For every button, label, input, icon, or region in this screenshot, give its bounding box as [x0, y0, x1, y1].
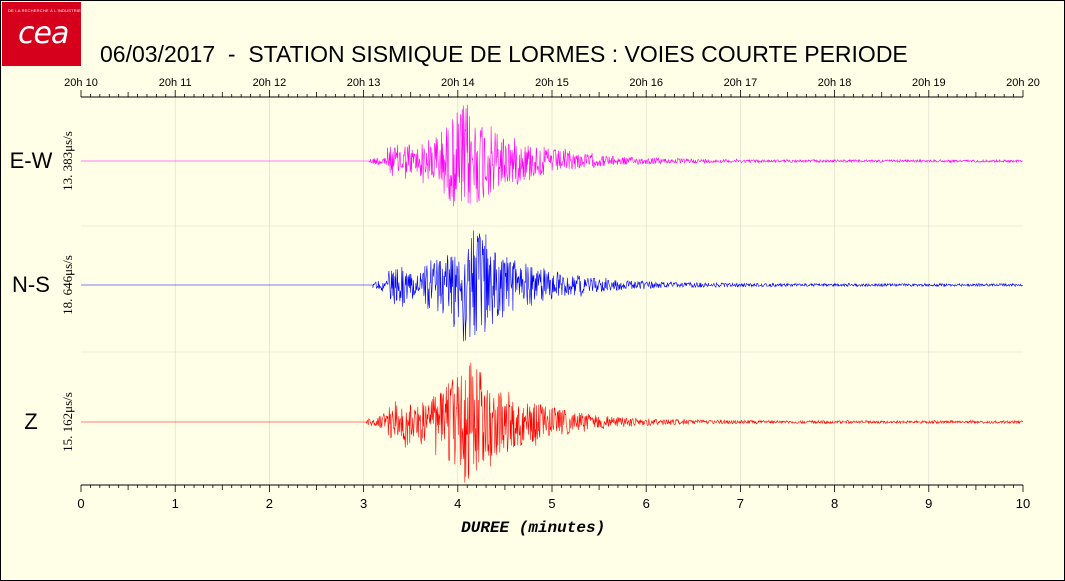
waveform-z	[81, 362, 1024, 483]
channel-scale-e-w: 13. 383μs/s	[60, 131, 75, 191]
top-tick-label: 20h 19	[912, 77, 946, 89]
x-tick-label: 10	[1016, 496, 1030, 511]
logo-tagline: DE LA RECHERCHE À L'INDUSTRIE	[8, 8, 82, 13]
channel-scale-n-s: 18. 646μs/s	[60, 255, 75, 315]
channel-label-e-w: E-W	[10, 148, 53, 173]
cea-logo: DE LA RECHERCHE À L'INDUSTRIE cea	[2, 2, 81, 66]
x-tick-label: 0	[77, 496, 84, 511]
logo-text: cea	[18, 16, 69, 51]
x-tick-label: 2	[266, 496, 273, 511]
x-tick-label: 4	[454, 496, 461, 511]
top-tick-label: 20h 14	[441, 77, 475, 89]
top-tick-label: 20h 12	[253, 77, 287, 89]
top-tick-label: 20h 16	[629, 77, 663, 89]
top-tick-label: 20h 20	[1006, 77, 1040, 89]
x-axis-label: DUREE (minutes)	[461, 519, 605, 537]
x-tick-label: 3	[360, 496, 367, 511]
x-tick-label: 7	[737, 496, 744, 511]
x-tick-label: 8	[831, 496, 838, 511]
top-tick-label: 20h 15	[535, 77, 569, 89]
top-tick-label: 20h 10	[64, 77, 98, 89]
channel-scale-z: 15. 162μs/s	[60, 392, 75, 452]
channel-label-n-s: N-S	[12, 272, 50, 297]
top-tick-label: 20h 13	[347, 77, 381, 89]
chart-title: 06/03/2017 - STATION SISMIQUE DE LORMES …	[100, 41, 908, 67]
waveform-n-s	[81, 230, 1024, 342]
top-tick-label: 20h 11	[159, 77, 192, 89]
x-tick-label: 6	[643, 496, 650, 511]
channel-label-z: Z	[24, 409, 37, 434]
top-tick-label: 20h 18	[818, 77, 852, 89]
x-tick-label: 5	[548, 496, 555, 511]
waveform-e-w	[81, 104, 1023, 207]
x-tick-label: 9	[925, 496, 932, 511]
x-tick-label: 1	[172, 496, 179, 511]
top-tick-label: 20h 17	[724, 77, 758, 89]
